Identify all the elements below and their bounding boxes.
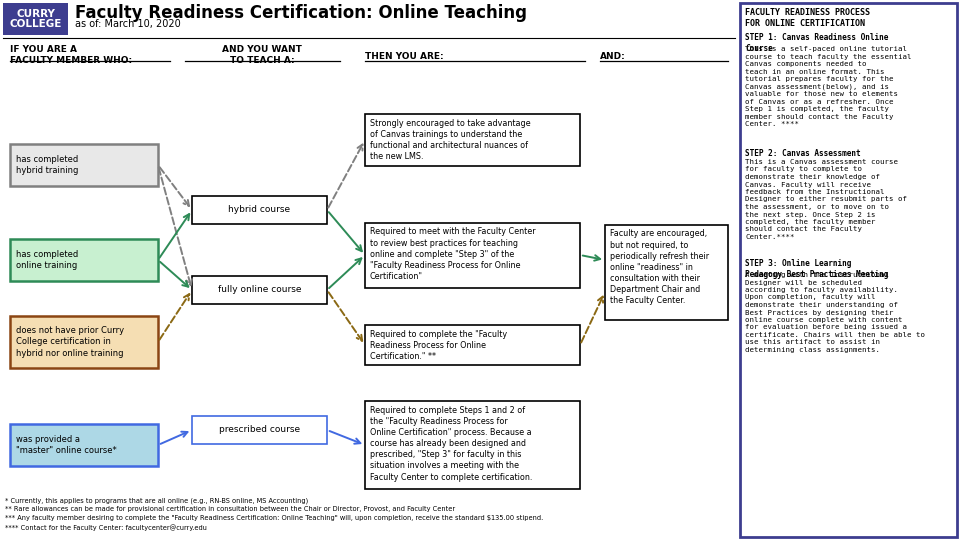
Text: STEP 3: Online Learning
Pedagogy Best Practices Meeting: STEP 3: Online Learning Pedagogy Best Pr… bbox=[745, 259, 888, 279]
Text: ** Rare allowances can be made for provisional certification in consultation bet: ** Rare allowances can be made for provi… bbox=[5, 506, 455, 512]
Text: has completed
online training: has completed online training bbox=[16, 250, 79, 270]
Bar bbox=[10, 144, 158, 186]
Text: A meeting with the Instructional
Designer will be scheduled
according to faculty: A meeting with the Instructional Designe… bbox=[745, 272, 925, 353]
Text: Faculty Readiness Certification: Online Teaching: Faculty Readiness Certification: Online … bbox=[75, 4, 527, 22]
Text: IF YOU ARE A
FACULTY MEMBER WHO:: IF YOU ARE A FACULTY MEMBER WHO: bbox=[10, 45, 132, 65]
Bar bbox=[192, 416, 327, 444]
Bar bbox=[10, 316, 158, 368]
Text: This is a Canvas assessment course
for faculty to complete to
demonstrate their : This is a Canvas assessment course for f… bbox=[745, 159, 907, 240]
Text: *** Any faculty member desiring to complete the "Faculty Readiness Certification: *** Any faculty member desiring to compl… bbox=[5, 515, 543, 521]
Text: STEP 1: Canvas Readiness Online
Course: STEP 1: Canvas Readiness Online Course bbox=[745, 33, 888, 53]
Text: Strongly encouraged to take advantage
of Canvas trainings to understand the
func: Strongly encouraged to take advantage of… bbox=[370, 119, 531, 161]
Text: fully online course: fully online course bbox=[218, 286, 301, 294]
Text: was provided a
"master" online course*: was provided a "master" online course* bbox=[16, 435, 117, 455]
Bar bbox=[365, 401, 580, 489]
Text: Required to complete the "Faculty
Readiness Process for Online
Certification." *: Required to complete the "Faculty Readin… bbox=[370, 330, 507, 361]
Text: This is a self-paced online tutorial
course to teach faculty the essential
Canva: This is a self-paced online tutorial cou… bbox=[745, 46, 911, 127]
Bar bbox=[192, 196, 327, 224]
Text: STEP 2: Canvas Assessment: STEP 2: Canvas Assessment bbox=[745, 149, 860, 158]
Text: CURRY
COLLEGE: CURRY COLLEGE bbox=[10, 9, 61, 29]
Bar bbox=[605, 225, 728, 320]
Text: hybrid course: hybrid course bbox=[228, 206, 291, 214]
Bar bbox=[365, 325, 580, 365]
Text: * Currently, this applies to programs that are all online (e.g., RN-BS online, M: * Currently, this applies to programs th… bbox=[5, 497, 308, 503]
Text: prescribed course: prescribed course bbox=[219, 426, 300, 435]
Text: Required to meet with the Faculty Center
to review best practices for teaching
o: Required to meet with the Faculty Center… bbox=[370, 227, 536, 281]
Text: THEN YOU ARE:: THEN YOU ARE: bbox=[365, 52, 444, 61]
Bar bbox=[10, 239, 158, 281]
Bar bbox=[365, 222, 580, 287]
Text: does not have prior Curry
College certification in
hybrid nor online training: does not have prior Curry College certif… bbox=[16, 326, 124, 357]
Bar bbox=[365, 114, 580, 166]
Bar bbox=[192, 276, 327, 304]
Text: AND YOU WANT
TO TEACH A:: AND YOU WANT TO TEACH A: bbox=[222, 45, 302, 65]
Text: as of: March 10, 2020: as of: March 10, 2020 bbox=[75, 19, 180, 29]
Text: Faculty are encouraged,
but not required, to
periodically refresh their
online ": Faculty are encouraged, but not required… bbox=[610, 230, 709, 305]
Text: FACULTY READINESS PROCESS
FOR ONLINE CERTIFICATION: FACULTY READINESS PROCESS FOR ONLINE CER… bbox=[745, 8, 870, 28]
Text: AND:: AND: bbox=[600, 52, 626, 61]
Text: **** Contact for the Faculty Center: facultycenter@curry.edu: **** Contact for the Faculty Center: fac… bbox=[5, 524, 206, 531]
Text: Required to complete Steps 1 and 2 of
the "Faculty Readiness Process for
Online : Required to complete Steps 1 and 2 of th… bbox=[370, 406, 533, 482]
Bar bbox=[3, 3, 68, 35]
Bar bbox=[740, 3, 957, 537]
Text: has completed
hybrid training: has completed hybrid training bbox=[16, 155, 79, 175]
Bar bbox=[10, 424, 158, 466]
